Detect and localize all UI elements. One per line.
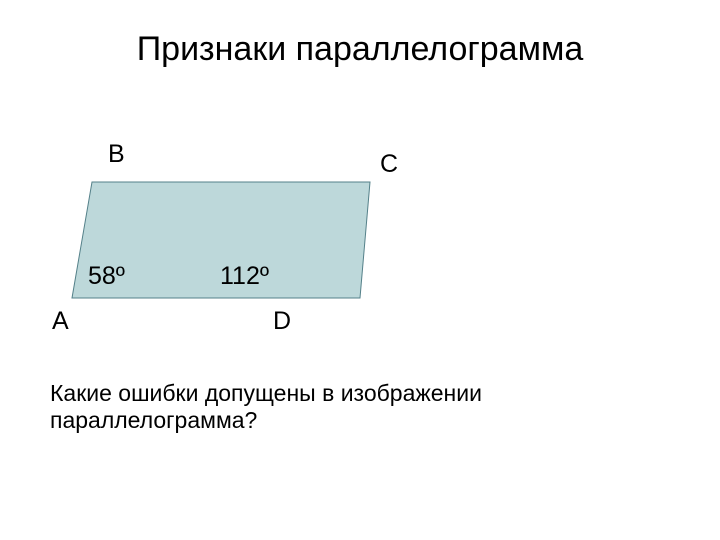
vertex-label-a: A [52, 307, 69, 336]
page-title: Признаки параллелограмма [0, 30, 720, 69]
vertex-label-d: D [273, 307, 291, 336]
vertex-label-b: B [108, 140, 125, 169]
question-text: Какие ошибки допущены в изображении пара… [50, 380, 680, 434]
slide: Признаки параллелограмма B C A D 58º 112… [0, 0, 720, 540]
parallelogram-svg [50, 160, 410, 350]
angle-label-right: 112º [220, 262, 269, 291]
angle-label-left: 58º [88, 262, 125, 291]
vertex-label-c: C [380, 150, 398, 179]
parallelogram-diagram: B C A D 58º 112º [50, 160, 410, 350]
